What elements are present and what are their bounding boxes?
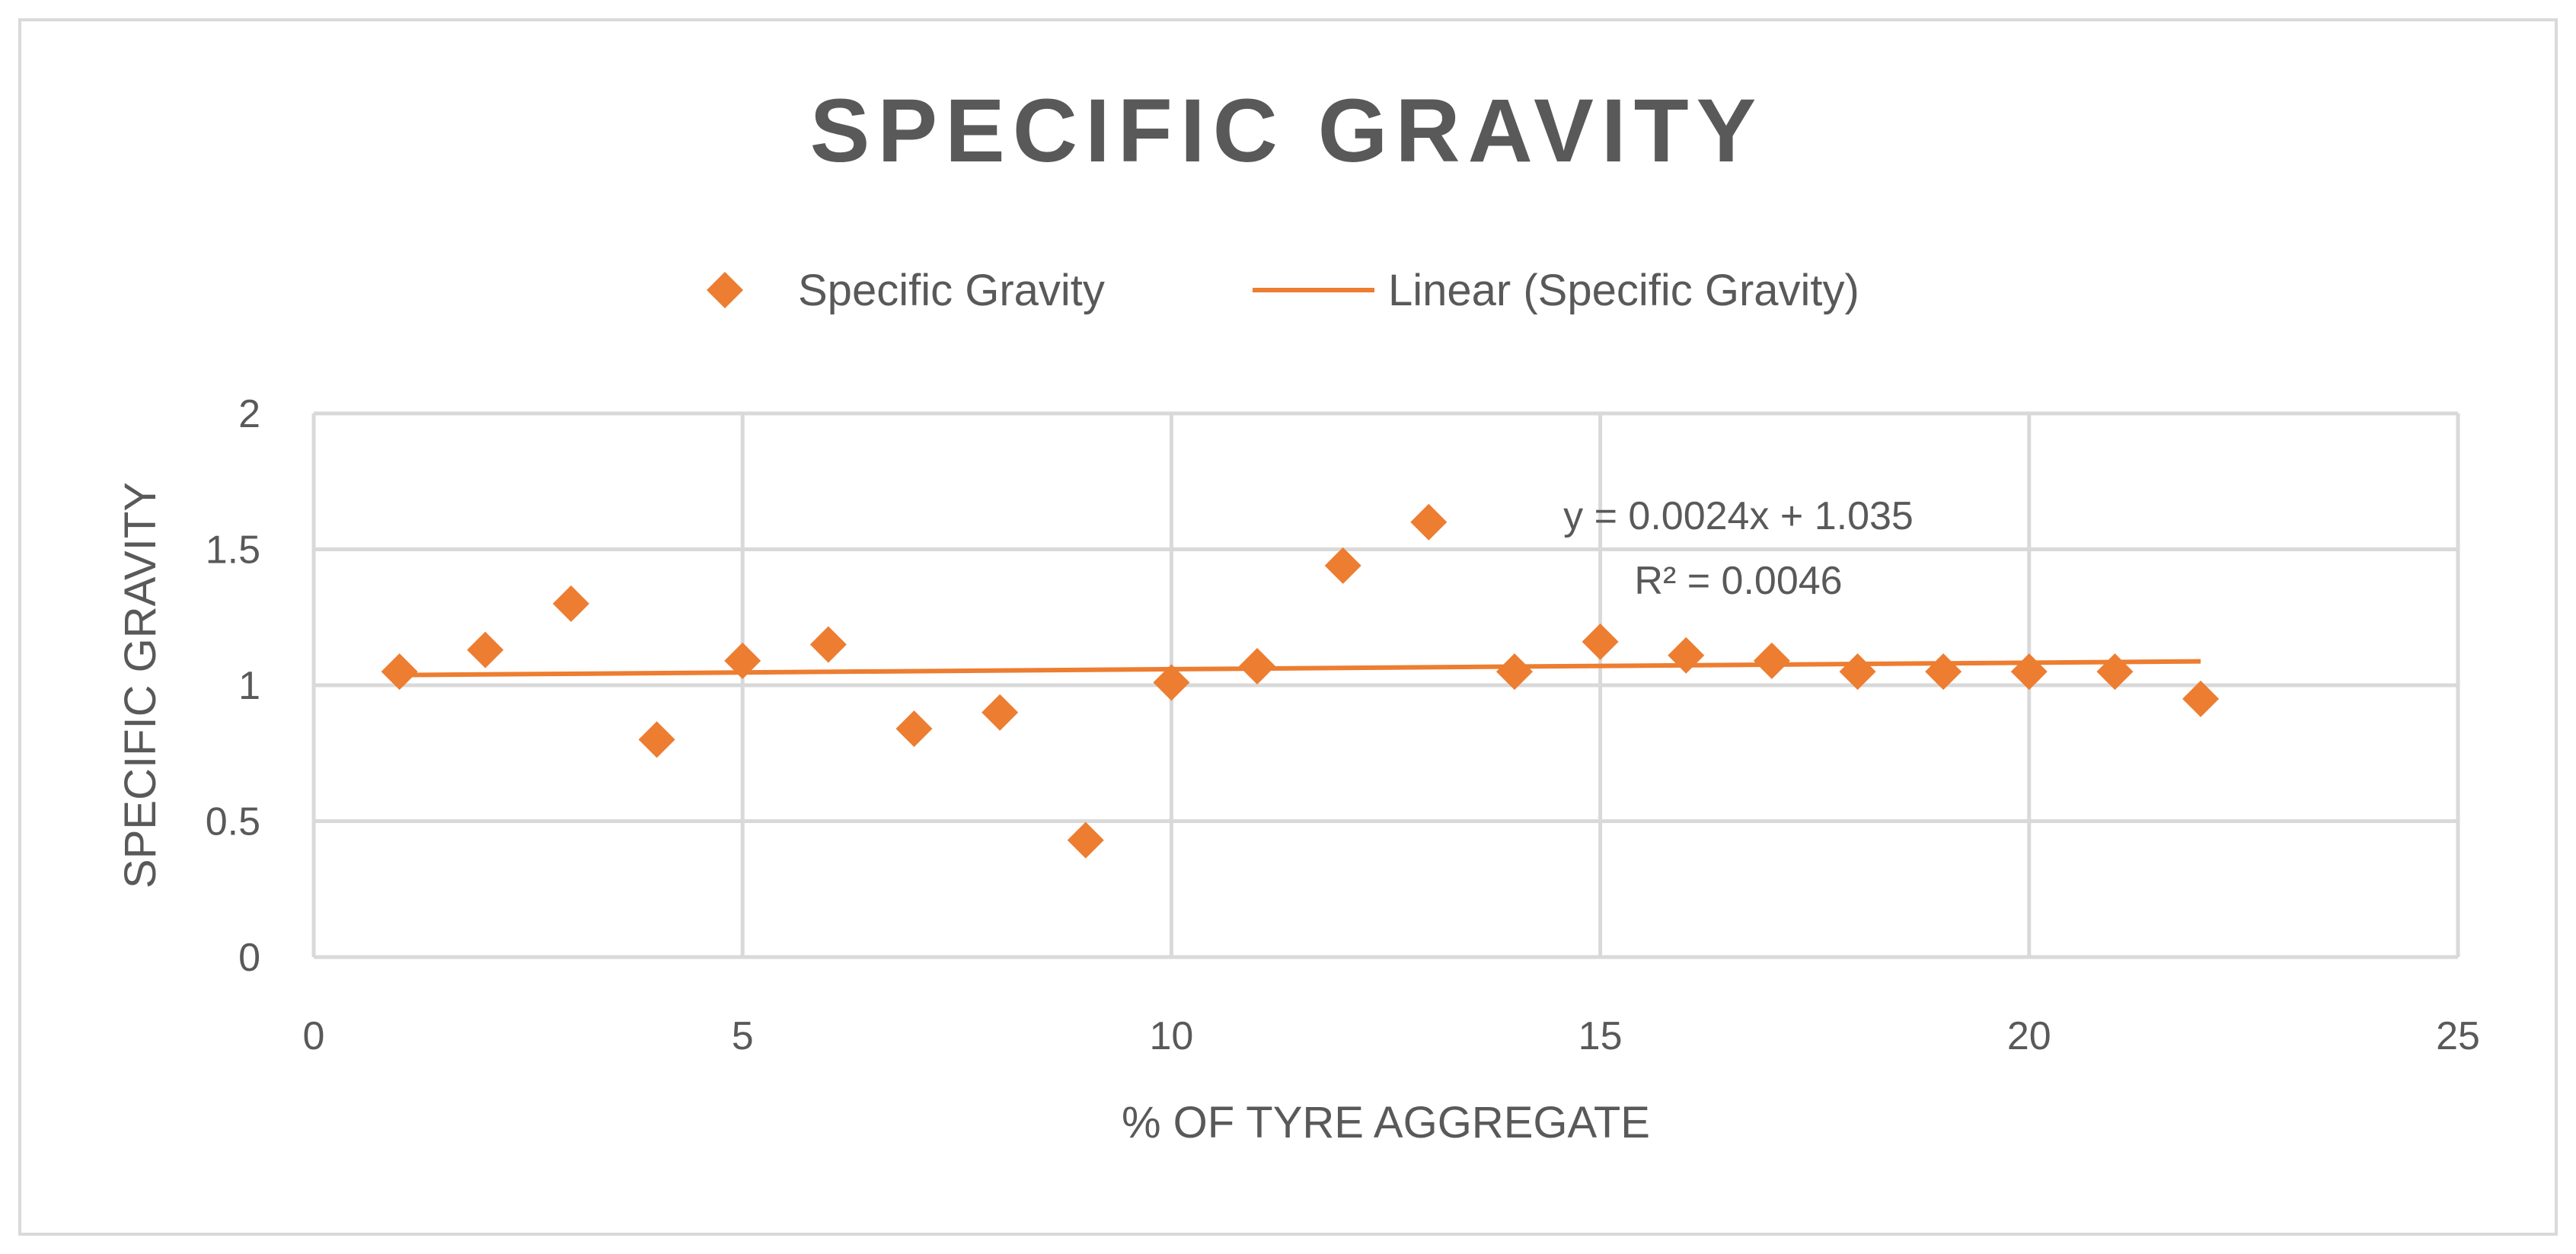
- legend-series-label: Specific Gravity: [798, 266, 1105, 315]
- data-point: [982, 694, 1019, 731]
- data-point: [724, 642, 761, 679]
- data-point: [1410, 503, 1448, 541]
- trendline-r2: R² = 0.0046: [1634, 559, 1842, 603]
- data-point: [895, 710, 933, 748]
- x-axis-ticks: 0 5 10 15 20 25: [303, 1014, 2480, 1058]
- y-tick-label: 2: [238, 392, 260, 436]
- trendline: [399, 659, 2201, 678]
- chart-frame: [18, 18, 2558, 1236]
- data-point: [1925, 653, 1962, 691]
- chart-title: SPECIFIC GRAVITY: [810, 81, 1764, 181]
- x-axis-title: % OF TYRE AGGREGATE: [1122, 1098, 1650, 1147]
- data-point: [1582, 623, 1619, 660]
- y-tick-label: 0.5: [206, 800, 260, 844]
- data-point: [1239, 648, 1276, 685]
- y-tick-label: 0: [238, 936, 260, 980]
- data-points: [381, 503, 2220, 859]
- data-point: [467, 631, 504, 668]
- x-tick-label: 15: [1578, 1014, 1623, 1058]
- data-point: [638, 721, 675, 758]
- x-tick-label: 10: [1149, 1014, 1193, 1058]
- legend-trendline-label: Linear (Specific Gravity): [1388, 266, 1859, 315]
- data-point: [1839, 653, 1876, 691]
- x-tick-label: 20: [2007, 1014, 2051, 1058]
- y-tick-label: 1: [238, 664, 260, 708]
- legend-diamond-icon: [707, 272, 743, 308]
- data-point: [2010, 653, 2048, 691]
- data-point: [1753, 642, 1790, 679]
- data-point: [1067, 822, 1104, 859]
- y-axis-ticks: 0 0.5 1 1.5 2: [206, 392, 260, 980]
- data-point: [1668, 637, 1705, 674]
- data-point: [552, 585, 589, 622]
- data-point: [2182, 680, 2220, 717]
- x-tick-label: 5: [732, 1014, 754, 1058]
- data-point: [2096, 653, 2134, 691]
- trendline-equation: y = 0.0024x + 1.035: [1563, 494, 1914, 538]
- y-tick-label: 1.5: [206, 528, 260, 573]
- legend: Specific Gravity Linear (Specific Gravit…: [707, 266, 1859, 315]
- data-point: [381, 653, 418, 691]
- data-point: [1324, 547, 1361, 584]
- data-point: [809, 626, 847, 663]
- trendline-layer: [399, 659, 2201, 678]
- gridlines: [311, 411, 2460, 959]
- x-tick-label: 0: [303, 1014, 325, 1058]
- data-point: [1495, 653, 1533, 691]
- y-axis-title: SPECIFIC GRAVITY: [116, 482, 165, 889]
- x-tick-label: 25: [2436, 1014, 2480, 1058]
- data-point: [1153, 664, 1190, 701]
